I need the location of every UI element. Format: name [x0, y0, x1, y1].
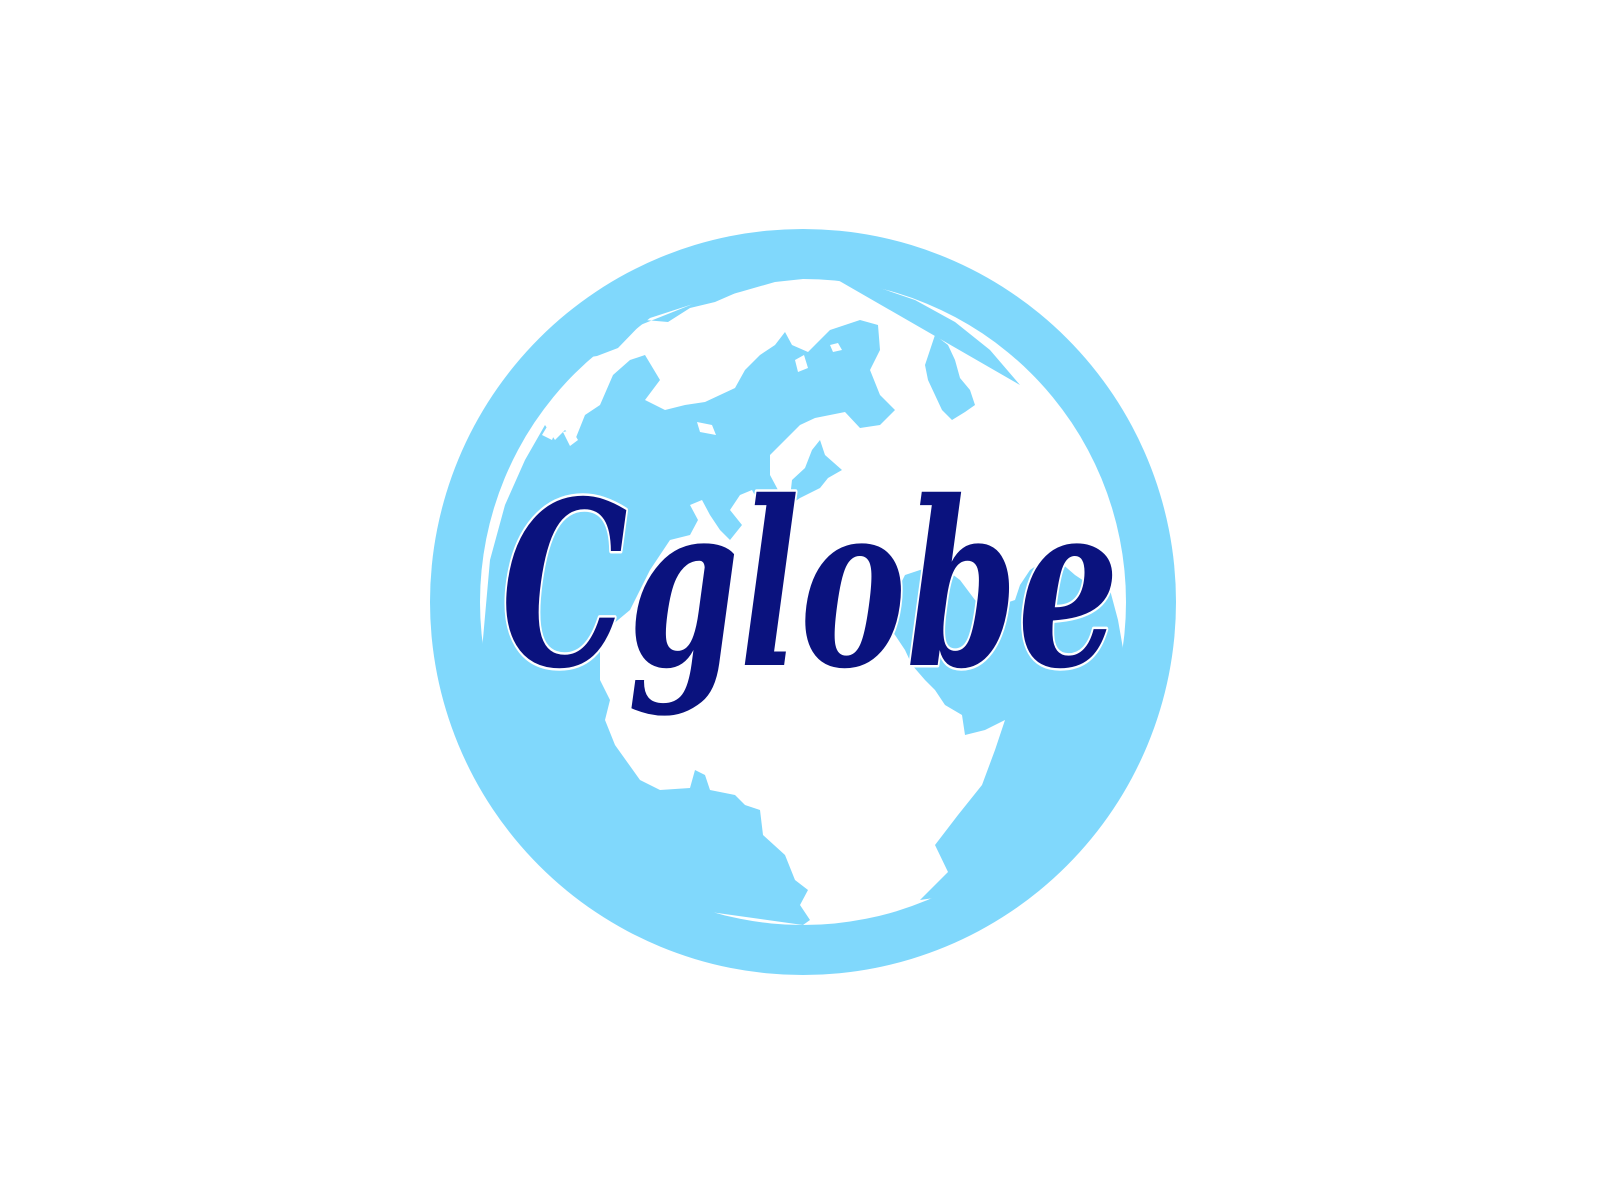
wordmark-text: Cglobe — [501, 451, 1119, 719]
globe-icon — [430, 229, 1176, 975]
globe-island-shapes — [542, 343, 870, 455]
globe-ocean-shapes — [482, 240, 1125, 925]
